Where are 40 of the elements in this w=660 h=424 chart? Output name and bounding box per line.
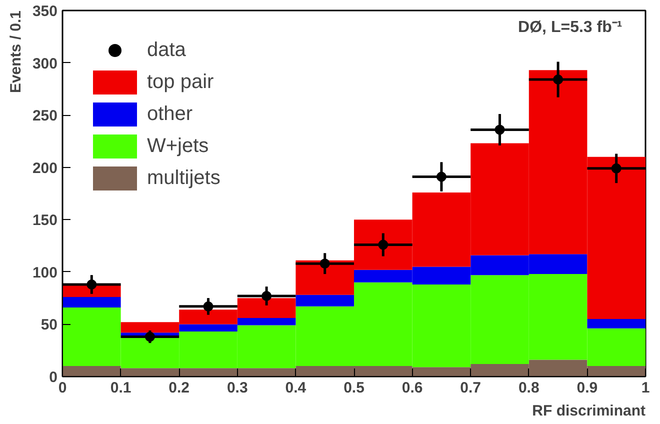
y-tick-label: 300 xyxy=(32,55,58,72)
x-tick-label: 1 xyxy=(641,380,650,396)
y-tick-label: 200 xyxy=(32,160,58,177)
y-tick-label: 0 xyxy=(49,369,58,386)
x-tick-label: 0.7 xyxy=(460,380,482,396)
point xyxy=(320,258,330,269)
y-tick-label: 350 xyxy=(32,3,58,20)
bar xyxy=(296,294,354,306)
point xyxy=(144,332,155,342)
x-tick-label: 0.6 xyxy=(402,380,423,396)
x-tick-label: 0.3 xyxy=(226,380,248,396)
x-tick-label: 0.8 xyxy=(518,380,540,396)
bar xyxy=(587,318,646,328)
x-tick-label: 0.5 xyxy=(344,380,364,396)
bar xyxy=(62,286,121,298)
bar xyxy=(62,297,121,308)
x-tick-label: 0.4 xyxy=(285,380,307,396)
legend-label: other xyxy=(147,102,193,126)
point xyxy=(86,279,97,290)
point xyxy=(611,163,622,174)
x-tick-label: 0.1 xyxy=(110,380,132,396)
x-tick-label: 0.9 xyxy=(576,380,598,396)
y-tick-label: 100 xyxy=(32,264,58,282)
y-tick-label: 50 xyxy=(40,316,58,334)
x-tick-label: 0.2 xyxy=(168,380,190,396)
point xyxy=(262,290,272,301)
y-tick-label: 250 xyxy=(32,108,58,125)
point xyxy=(494,124,505,135)
x-axis-title: RF discriminant xyxy=(532,402,646,420)
legend-label: W+jets xyxy=(147,134,209,158)
point xyxy=(378,240,388,250)
legend-label: top pair xyxy=(147,70,214,94)
point xyxy=(553,74,564,85)
point xyxy=(203,301,214,312)
y-tick-label: 150 xyxy=(32,212,58,230)
y-axis-title: Events / 0.1 xyxy=(8,10,24,94)
annotation: DØ, L=5.3 fb⁻¹ xyxy=(518,18,622,36)
legend-label: data xyxy=(147,38,186,62)
legend-label: multijets xyxy=(147,166,220,190)
point xyxy=(436,172,446,182)
